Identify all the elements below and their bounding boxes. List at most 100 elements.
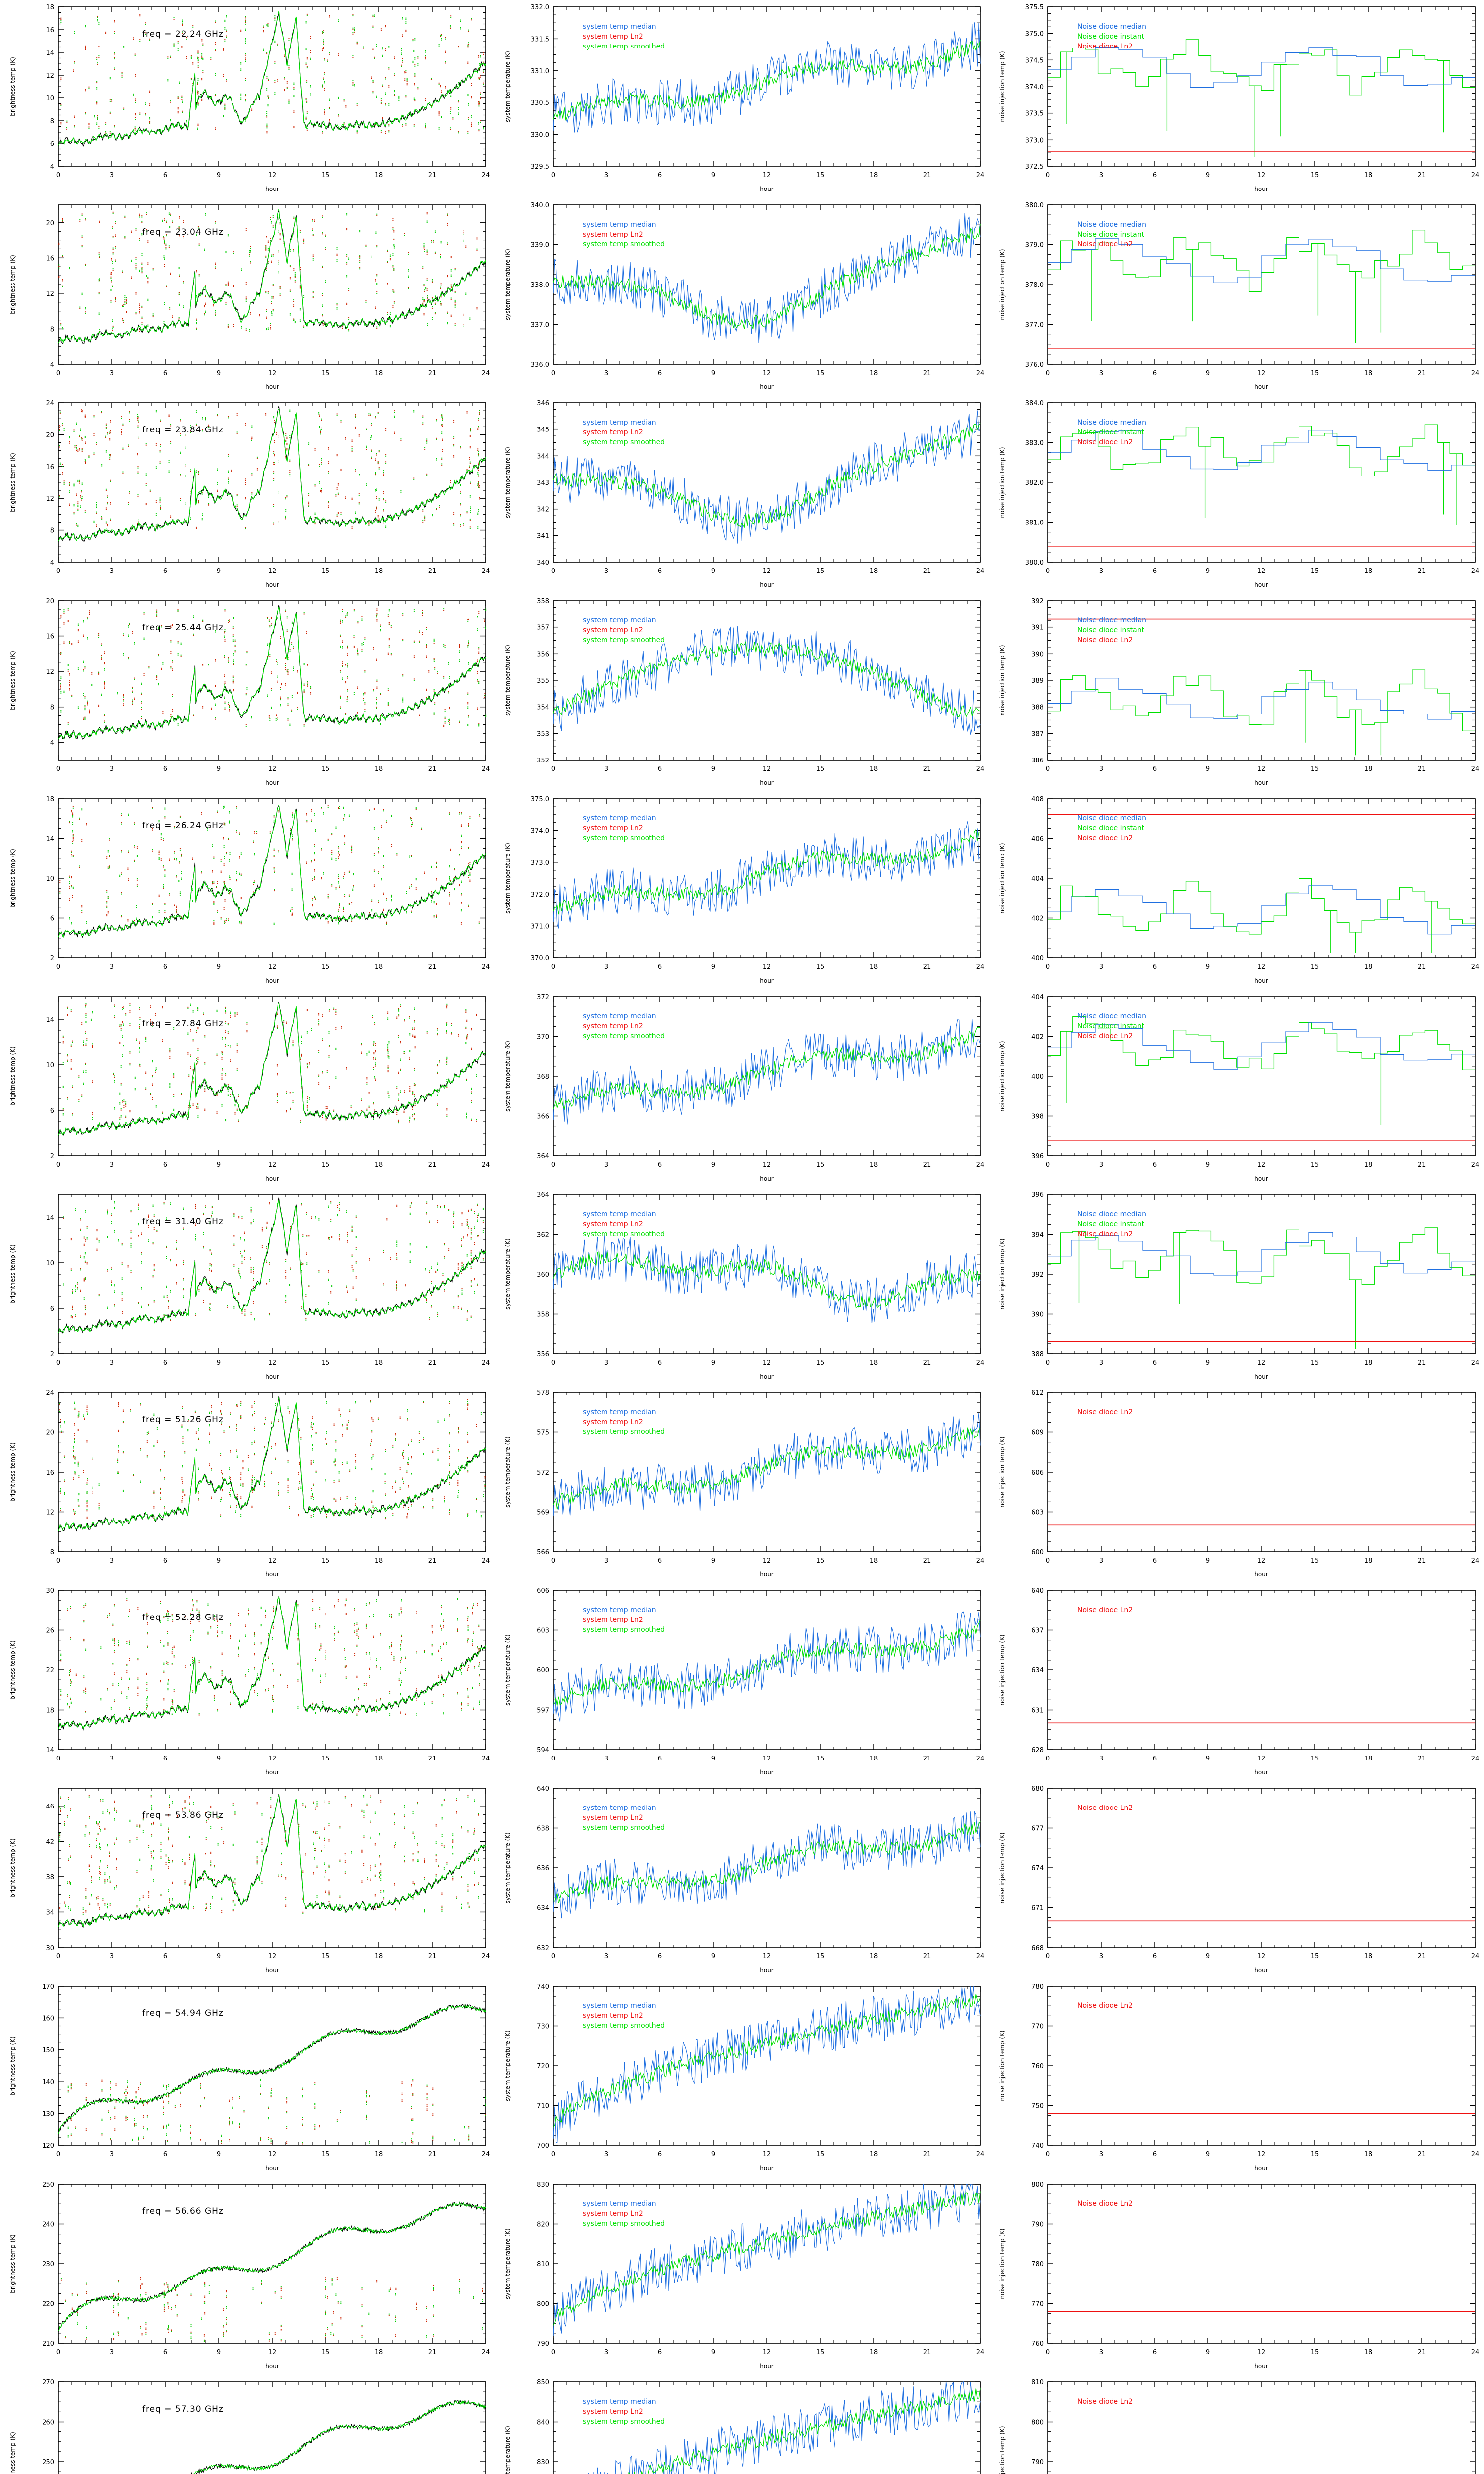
flag-dot — [134, 55, 136, 56]
flag-dot — [172, 317, 173, 318]
flag-dot — [375, 474, 376, 476]
flag-dot — [268, 716, 270, 718]
flag-dot — [479, 498, 480, 500]
flag-dot — [310, 38, 311, 39]
flag-dot — [303, 613, 305, 615]
flag-dot — [101, 643, 102, 645]
flag-dot — [376, 326, 378, 328]
flag-dot — [170, 425, 172, 427]
noise-diode-panel[interactable]: 0 3 6 9 12 15 18 21 24 380.0 381.0 382.0 383.0 384.0 h… — [989, 396, 1484, 594]
flag-dot — [306, 57, 308, 58]
flag-dot — [297, 693, 298, 694]
flag-dot — [73, 69, 74, 71]
flag-dot — [197, 50, 199, 52]
flag-dot — [336, 413, 338, 415]
flag-dot — [288, 99, 290, 101]
flag-dot — [337, 512, 339, 513]
flag-dot — [373, 689, 374, 690]
noise-diode-panel[interactable]: 0 3 6 9 12 15 18 21 24 386 387 388 389 390 391 392 hour n… — [989, 594, 1484, 792]
flag-dot — [424, 447, 426, 448]
flag-dot — [287, 698, 289, 700]
flag-dot — [402, 60, 403, 61]
flag-dot — [427, 295, 428, 296]
flag-dot — [373, 690, 374, 692]
flag-dot — [308, 465, 310, 466]
noise-diode-panel[interactable]: 0 3 6 9 12 15 18 21 24 372.5 373.0 373.5 374.0 374.5 3… — [989, 0, 1484, 198]
brightness-temp-panel[interactable]: 0 3 6 9 12 15 18 21 24 4 8 12 16 20 24 hour brightness t… — [0, 396, 495, 594]
flag-dot — [392, 220, 394, 221]
flag-dot — [346, 701, 348, 702]
flag-dot — [478, 651, 480, 653]
flag-dot — [81, 448, 83, 449]
flag-dot — [281, 683, 282, 684]
flag-dot — [97, 17, 98, 18]
flag-dot — [98, 292, 100, 293]
flag-dot — [413, 642, 415, 643]
flag-dot — [63, 484, 65, 485]
flag-dot — [177, 112, 179, 114]
flag-dot — [440, 301, 441, 302]
flag-dot — [141, 271, 143, 272]
flag-dot — [471, 122, 472, 124]
flag-dot — [274, 63, 276, 64]
flag-dot — [468, 31, 469, 32]
system-temp-panel[interactable]: 0 3 6 9 12 15 18 21 24 352 353 354 355 356 357 358 hour s… — [495, 594, 989, 792]
flag-dot — [79, 306, 81, 308]
plot-frame — [58, 402, 486, 563]
flag-dot — [277, 682, 278, 683]
flag-dot — [358, 495, 360, 496]
flag-dot — [345, 106, 347, 108]
flag-dot — [147, 240, 149, 242]
flag-dot — [205, 419, 206, 421]
flag-dot — [431, 240, 432, 241]
flag-dot — [394, 90, 395, 91]
flag-dot — [132, 699, 133, 701]
brightness-temp-panel[interactable]: 0 3 6 9 12 15 18 21 24 4 6 8 10 12 14 16 18 hour brightnes… — [0, 0, 495, 198]
system-temp-panel[interactable]: 0 3 6 9 12 15 18 21 24 340 341 342 343 344 345 346 hour s… — [495, 396, 989, 594]
flag-dot — [453, 438, 455, 439]
flag-dot — [425, 288, 427, 290]
flag-dot — [380, 694, 381, 695]
flag-dot — [478, 474, 479, 476]
flag-dot — [58, 264, 60, 266]
flag-dot — [310, 93, 311, 95]
flag-dot — [426, 475, 428, 476]
flag-dot — [245, 19, 246, 21]
flag-dot — [368, 523, 370, 525]
flag-dot — [323, 30, 324, 32]
flag-dot — [159, 497, 161, 499]
flag-dot — [439, 506, 440, 508]
y-tick-label: 384.0 — [1025, 400, 1044, 407]
flag-dot — [393, 270, 395, 271]
flag-dot — [229, 705, 230, 707]
flag-dot — [110, 502, 111, 503]
flag-dot — [145, 473, 147, 475]
flag-dot — [442, 450, 443, 452]
system-temp-panel[interactable]: 0 3 6 9 12 15 18 21 24 329.5 330.0 330.5 331.0 331.5 3… — [495, 0, 989, 198]
flag-dot — [202, 619, 204, 621]
brightness-temp-panel[interactable]: 0 3 6 9 12 15 18 21 24 4 8 12 16 20 hour brightness tem… — [0, 198, 495, 396]
flag-dot — [160, 509, 161, 510]
flag-dot — [224, 609, 226, 610]
flag-dot — [135, 264, 137, 266]
flag-dot — [98, 635, 100, 637]
flag-dot — [128, 625, 129, 626]
x-tick-label: 12 — [1257, 765, 1266, 773]
flag-dot — [124, 236, 126, 237]
flag-dot — [470, 430, 471, 431]
flag-dot — [98, 633, 100, 634]
flag-dot — [353, 635, 355, 637]
flag-dot — [74, 125, 75, 126]
flag-dot — [197, 58, 198, 59]
brightness-temp-panel[interactable]: 0 3 6 9 12 15 18 21 24 4 8 12 16 20 hour brightness tem… — [0, 594, 495, 792]
flag-dot — [385, 78, 386, 80]
flag-dot — [276, 434, 277, 435]
flag-dot — [372, 92, 374, 94]
flag-dot — [215, 266, 216, 268]
noise-diode-panel[interactable]: 0 3 6 9 12 15 18 21 24 376.0 377.0 378.0 379.0 380.0 h… — [989, 198, 1484, 396]
flag-dot — [483, 52, 484, 54]
system-temp-panel[interactable]: 0 3 6 9 12 15 18 21 24 336.0 337.0 338.0 339.0 340.0 h… — [495, 198, 989, 396]
flag-dot — [478, 510, 479, 512]
flag-dot — [441, 90, 442, 92]
flag-dot — [466, 511, 468, 512]
